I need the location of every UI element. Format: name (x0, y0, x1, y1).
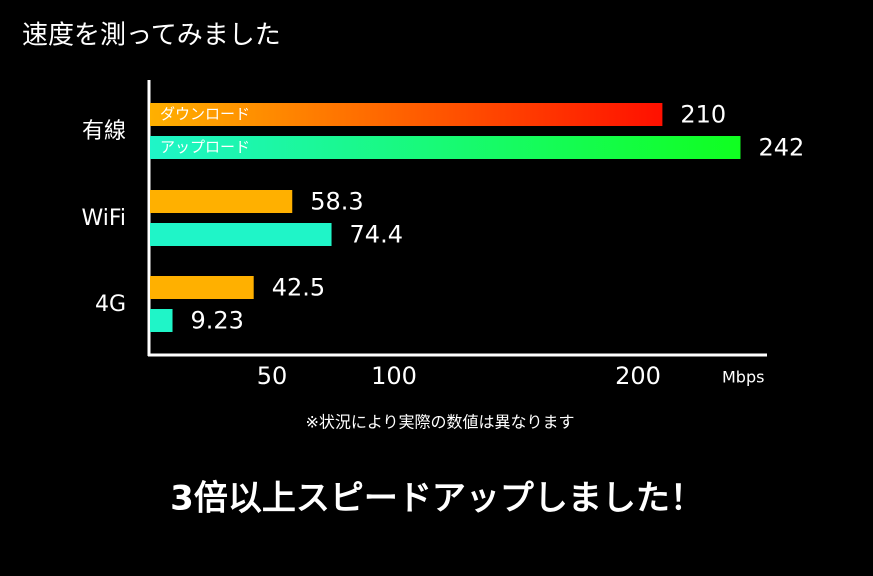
value-label: 242 (758, 134, 804, 162)
value-label: 210 (680, 101, 726, 129)
bar (150, 276, 254, 299)
bar (150, 309, 173, 332)
value-label: 42.5 (272, 274, 325, 302)
bar (150, 190, 293, 213)
value-label: 9.23 (191, 307, 244, 335)
value-label: 58.3 (310, 188, 363, 216)
y-tick-label: WiFi (81, 206, 126, 231)
note: ※状況により実際の数値は異なります (305, 413, 574, 432)
series-label: ダウンロード (160, 105, 250, 123)
unit-label: Mbps (722, 368, 764, 387)
series-label: アップロード (160, 138, 250, 156)
y-tick-label: 有線 (82, 119, 126, 144)
bar (150, 223, 332, 246)
x-tick-label: 100 (371, 362, 417, 390)
bar (150, 136, 741, 159)
x-tick-label: 50 (257, 362, 288, 390)
bar (150, 103, 663, 126)
headline: 3倍以上スピードアップしました！ (170, 479, 704, 519)
chart-title: 速度を測ってみました (22, 21, 281, 51)
value-label: 74.4 (350, 221, 403, 249)
y-tick-label: 4G (95, 292, 126, 317)
x-tick-label: 200 (615, 362, 661, 390)
